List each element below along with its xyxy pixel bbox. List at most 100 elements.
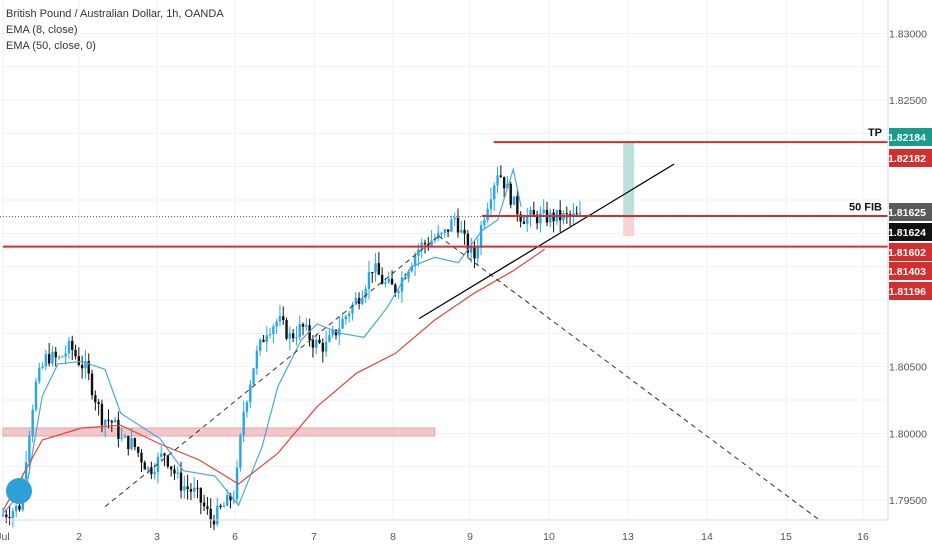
candle-body [397, 291, 400, 294]
candle-body [549, 212, 552, 223]
candle-body [41, 366, 44, 368]
candle-body [575, 213, 578, 215]
candle-body [209, 508, 212, 520]
candle-body [301, 324, 305, 327]
candle-body [87, 361, 90, 374]
candle-body [100, 403, 104, 426]
price-tag-1-82182 [889, 149, 932, 167]
chart-legend: British Pound / Australian Dollar, 1h, O… [6, 6, 224, 54]
candle-body [179, 472, 183, 491]
x-tick-label: 3 [154, 531, 160, 543]
candle-body [469, 246, 473, 253]
candle-body [321, 342, 325, 352]
ema-slow-line [2, 248, 545, 511]
candle-body [460, 229, 463, 233]
x-tick-label: 6 [232, 531, 238, 543]
candle-body [361, 297, 364, 304]
x-tick-label: 15 [780, 531, 792, 543]
x-tick-label: 7 [311, 531, 317, 543]
candle-body [189, 489, 193, 492]
candle-body [11, 511, 15, 519]
candle-body [305, 325, 308, 327]
y-tick-label: 1.83000 [889, 28, 927, 40]
candle-body [479, 225, 483, 248]
candle-body [57, 357, 61, 359]
price-tag-1-81403 [889, 262, 932, 280]
candle-body [199, 488, 203, 503]
candle-body [308, 325, 311, 340]
y-tick-label: 1.80500 [889, 362, 927, 374]
candle-body [239, 435, 242, 468]
price-tag-label: 1.82184 [888, 132, 926, 144]
candle-body [163, 453, 166, 456]
candle-body [529, 210, 532, 217]
candle-body [77, 356, 81, 365]
candle-body [532, 210, 536, 215]
candle-body [387, 278, 390, 283]
candle-body [258, 339, 262, 351]
candle-body [153, 472, 156, 475]
candle-body [572, 213, 575, 217]
candle-body [104, 419, 107, 426]
x-tick-label: 10 [543, 531, 555, 543]
candle-body [344, 316, 348, 320]
y-tick-label: 1.82500 [889, 95, 927, 107]
candle-body [67, 340, 71, 354]
candle-body [38, 367, 41, 382]
candle-body [506, 183, 509, 189]
candle-body [113, 419, 117, 423]
candle-body [295, 337, 298, 339]
candle-body [413, 255, 417, 267]
candle-body [123, 435, 127, 438]
candle-body [407, 271, 410, 279]
candle-body [404, 277, 407, 279]
candle-body [446, 229, 450, 232]
candle-body [252, 368, 255, 385]
tradingview-logo-icon[interactable] [6, 478, 32, 504]
candle-body [117, 419, 120, 439]
candle-body [565, 213, 568, 215]
candle-body [489, 199, 493, 209]
candle-body [453, 217, 456, 220]
candle-body [97, 402, 100, 404]
candle-body [140, 452, 143, 463]
price-tag-1-81624 [889, 223, 932, 241]
candle-body [219, 505, 222, 508]
candle-body [351, 304, 354, 314]
candle-body [516, 196, 519, 215]
price-tag-label: 1.81625 [888, 207, 926, 219]
ascending-trendline [418, 163, 675, 320]
candle-body [486, 208, 489, 221]
candle-body [483, 220, 486, 226]
candle-body [249, 384, 252, 403]
take-profit-box [623, 142, 635, 216]
candle-body [80, 364, 84, 369]
candle-body [380, 274, 384, 284]
candle-body [150, 467, 153, 475]
support-zone [2, 427, 436, 437]
candle-body [522, 221, 526, 224]
candle-body [71, 340, 74, 350]
candle-body [1, 514, 5, 516]
candle-body [212, 519, 216, 525]
candle-body [169, 466, 173, 470]
candle-body [28, 435, 31, 463]
candle-body [262, 339, 265, 342]
candle-body [51, 351, 54, 364]
candle-body [193, 487, 196, 492]
tp-annotation: TP [868, 127, 882, 139]
candle-body [338, 328, 341, 336]
candle-body [324, 341, 328, 352]
candle-body [443, 229, 446, 233]
candle-body [400, 277, 404, 292]
candle-body [450, 219, 453, 232]
x-tick-label: 16 [857, 531, 869, 543]
candle-body [196, 487, 199, 489]
candle-body [496, 175, 499, 186]
price-tag-label: 1.81196 [889, 286, 927, 298]
candle-body [136, 447, 140, 453]
candle-body [285, 320, 288, 339]
candle-body [272, 326, 275, 335]
